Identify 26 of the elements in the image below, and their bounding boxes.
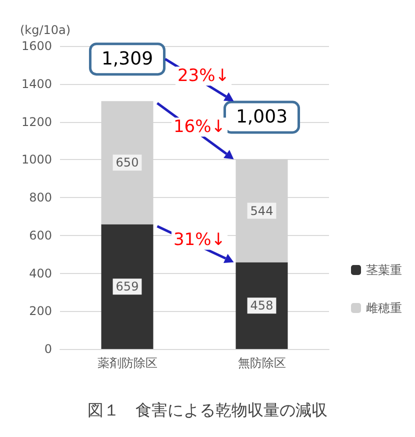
bar bbox=[236, 262, 288, 349]
y-tick-label: 1600 bbox=[21, 39, 52, 53]
y-axis-title: (kg/10a) bbox=[20, 23, 71, 37]
y-tick-label: 1000 bbox=[21, 152, 52, 167]
y-tick-label: 200 bbox=[29, 304, 52, 318]
y-tick-label: 600 bbox=[29, 228, 52, 242]
total-label: 1,309 bbox=[101, 48, 154, 70]
data-label: 544 bbox=[250, 204, 274, 218]
x-tick-label: 無防除区 bbox=[238, 356, 286, 370]
total-label: 1,003 bbox=[236, 106, 288, 128]
legend-label: 茎葉重 bbox=[366, 263, 402, 277]
annotation: 31%↓ bbox=[173, 230, 226, 250]
text: 図１ 食害による乾物収量の減収 bbox=[88, 400, 328, 420]
bar bbox=[101, 224, 154, 349]
annotation: 16%↓ bbox=[173, 117, 226, 138]
y-tick-label: 1400 bbox=[21, 76, 52, 91]
y-tick-label: 1200 bbox=[21, 114, 52, 129]
annotation: 23%↓ bbox=[177, 66, 230, 86]
data-label: 659 bbox=[116, 280, 139, 294]
y-tick-label: 800 bbox=[29, 190, 52, 204]
x-tick-label: 薬剤防除区 bbox=[97, 356, 158, 370]
data-label: 458 bbox=[250, 298, 274, 313]
legend-label: 雌穂重 bbox=[366, 301, 402, 315]
y-tick-label: 400 bbox=[29, 266, 52, 280]
data-label: 650 bbox=[116, 156, 139, 170]
y-tick-label: 0 bbox=[44, 342, 52, 356]
